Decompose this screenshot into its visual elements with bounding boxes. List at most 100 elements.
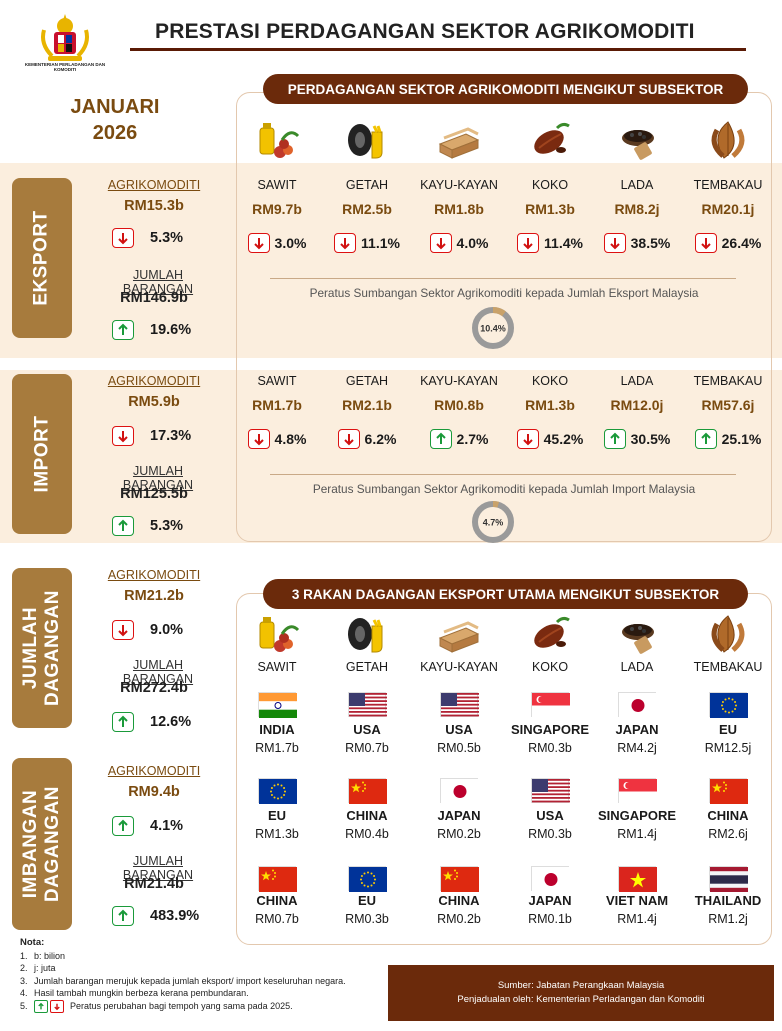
agri-label: AGRIKOMODITI	[107, 374, 201, 388]
subsector-name: SAWIT	[257, 374, 297, 388]
total-change: 19.6%	[112, 320, 191, 340]
divider	[270, 474, 736, 476]
partner-value: RM0.4b	[345, 827, 389, 841]
source-box: Sumber: Jabatan Perangkaan Malaysia Penj…	[388, 965, 774, 1021]
up-arrow-icon	[694, 429, 717, 449]
down-arrow-icon	[603, 233, 626, 253]
subsector-change: 38.5%	[592, 233, 682, 253]
note-item: 1. b: bilion	[20, 950, 346, 963]
source-line: Sumber: Jabatan Perangkaan Malaysia	[497, 980, 665, 991]
tab-eksport: EKSPORT	[12, 178, 72, 338]
partner-value: RM1.4j	[617, 827, 657, 841]
change-percent: 5.3%	[150, 230, 184, 246]
partner-value: RM1.2j	[708, 912, 748, 926]
change-percent: 25.1%	[721, 431, 762, 447]
svg-text:4.7%: 4.7%	[483, 518, 504, 528]
partner-country: THAILAND	[694, 893, 762, 908]
partner-country: EU	[267, 808, 287, 823]
compiled-by-line: Penjadualan oleh: Kementerian Perladanga…	[457, 994, 705, 1005]
vietnam-flag-icon	[618, 866, 657, 892]
up-arrow-icon	[112, 712, 134, 732]
partner-value: RM0.3b	[528, 827, 572, 841]
subsector-value: RM12.0j	[610, 397, 664, 413]
subsector-value: RM1.3b	[525, 201, 575, 217]
partner-value: RM4.2j	[617, 741, 657, 755]
eu-flag-icon	[348, 866, 387, 892]
subsector-name: KOKO	[531, 660, 569, 674]
import-band	[0, 370, 782, 543]
change-percent: 45.2%	[543, 431, 584, 447]
rubber-icon	[344, 118, 390, 162]
agri-change: 17.3%	[112, 426, 191, 446]
note-text: j: juta	[34, 963, 56, 974]
subsector-value: RM9.7b	[252, 201, 302, 217]
timber-icon	[436, 118, 482, 162]
subsector-change: 30.5%	[592, 429, 682, 449]
tab-jumlah-dagangan: JUMLAH DAGANGAN	[12, 568, 72, 728]
partner-value: RM1.4j	[617, 912, 657, 926]
subsector-name: KAYU-KAYAN	[420, 374, 498, 388]
partner-country: SINGAPORE	[597, 808, 676, 823]
usa-flag-icon	[348, 692, 387, 717]
china-flag-icon	[258, 866, 297, 892]
partner-country: CHINA	[346, 808, 388, 823]
partner-country: CHINA	[438, 893, 480, 908]
change-percent: 5.3%	[150, 518, 184, 534]
subsector-change: 4.0%	[414, 233, 504, 253]
change-percent: 9.0%	[150, 622, 184, 638]
agri-change: 5.3%	[112, 228, 183, 248]
japan-flag-icon	[440, 778, 479, 804]
down-arrow-icon	[50, 1000, 64, 1014]
subsector-name: LADA	[620, 374, 654, 388]
subsector-name: GETAH	[345, 374, 389, 388]
partner-value: RM0.7b	[345, 741, 389, 755]
subsector-name: KAYU-KAYAN	[420, 178, 498, 192]
partner-country: CHINA	[256, 893, 298, 908]
agri-value: RM21.2b	[124, 588, 184, 604]
note-item: 3. Jumlah barangan merujuk kepada jumlah …	[20, 975, 346, 988]
note-number: 2.	[20, 963, 28, 974]
agri-label: AGRIKOMODITI	[107, 178, 201, 192]
palm-oil-icon	[254, 612, 300, 656]
agri-change: 9.0%	[112, 620, 183, 640]
partner-value: RM0.5b	[437, 741, 481, 755]
subsector-change: 26.4%	[683, 233, 773, 253]
subsector-name: GETAH	[345, 178, 389, 192]
total-value: RM146.9b	[120, 290, 188, 306]
subsector-change: 45.2%	[505, 429, 595, 449]
note-number: 5.	[20, 1000, 28, 1011]
partner-value: RM2.6j	[708, 827, 748, 841]
note-item: 4. Hasil tambah mungkin berbeza kerana pe…	[20, 987, 346, 1000]
subsector-change: 4.8%	[232, 429, 322, 449]
svg-text:10.4%: 10.4%	[480, 324, 506, 334]
china-flag-icon	[440, 866, 479, 892]
share-donut: 4.7%	[471, 500, 515, 544]
japan-flag-icon	[618, 692, 657, 718]
pepper-icon	[614, 118, 660, 162]
subsector-name: TEMBAKAU	[693, 660, 763, 674]
total-label: JUMLAH BARANGAN	[122, 658, 194, 686]
agri-change: 4.1%	[112, 816, 183, 836]
subsector-change: 6.2%	[322, 429, 412, 449]
usa-flag-icon	[440, 692, 479, 717]
eu-flag-icon	[258, 778, 297, 804]
period-label: JANUARI 2026	[60, 94, 170, 146]
subsector-value: RM1.3b	[525, 397, 575, 413]
change-percent: 11.1%	[361, 235, 400, 251]
subsector-value: RM2.1b	[342, 397, 392, 413]
page-title: PRESTASI PERDAGANGAN SEKTOR AGRIKOMODITI	[155, 20, 695, 43]
partner-country: JAPAN	[437, 808, 481, 823]
subsector-change: 2.7%	[414, 429, 504, 449]
partner-value: RM1.7b	[255, 741, 299, 755]
pepper-icon	[614, 612, 660, 656]
agri-label: AGRIKOMODITI	[107, 568, 201, 582]
subsector-name: SAWIT	[257, 660, 297, 674]
partner-country: SINGAPORE	[510, 722, 589, 737]
partner-country: USA	[353, 722, 381, 737]
partner-value: RM0.2b	[437, 912, 481, 926]
change-percent: 17.3%	[150, 428, 192, 444]
singapore-flag-icon	[618, 778, 657, 804]
note-text: Jumlah barangan merujuk kepada jumlah ek…	[34, 975, 346, 986]
thailand-flag-icon	[709, 866, 748, 892]
period-month: JANUARI	[70, 96, 160, 118]
